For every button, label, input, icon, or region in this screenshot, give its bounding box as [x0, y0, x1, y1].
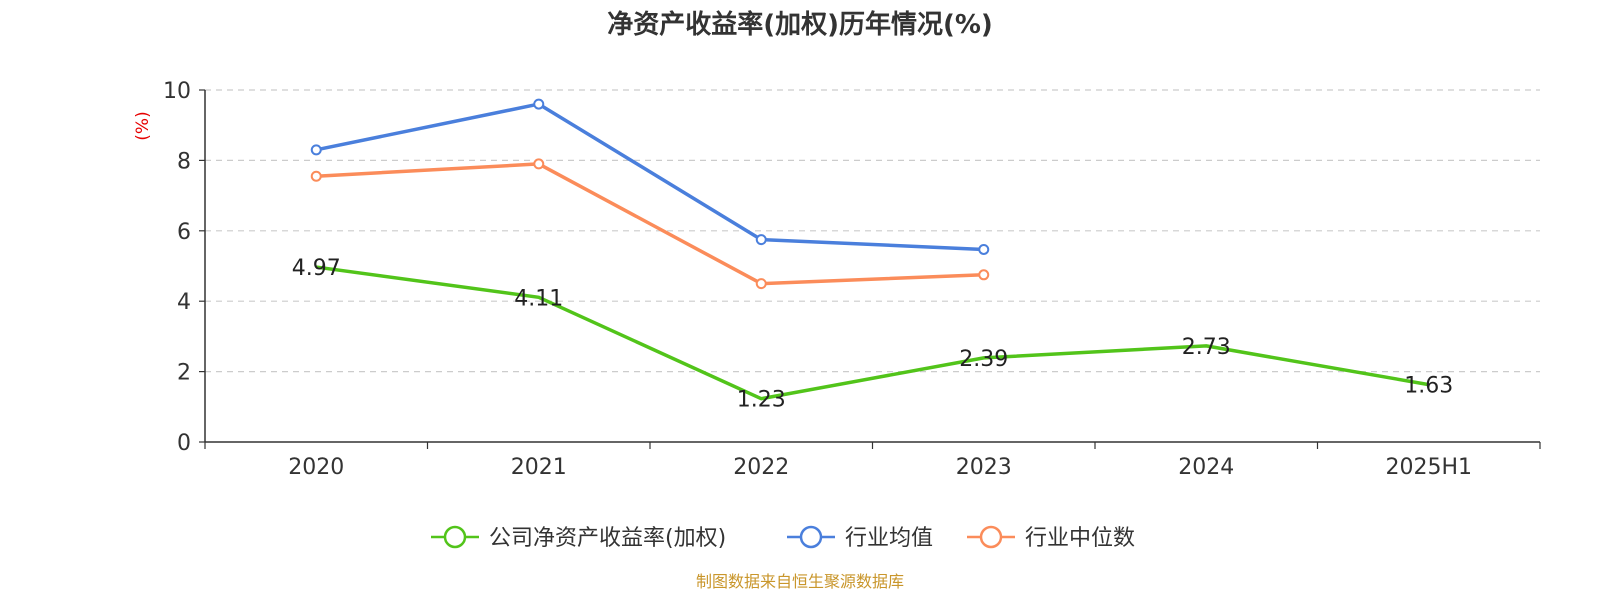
legend-item: 行业均值	[787, 525, 933, 551]
legend-marker	[443, 525, 467, 549]
x-tick-label: 2021	[511, 455, 567, 480]
y-axis-label: (%)	[133, 111, 153, 140]
y-tick-label: 4	[177, 290, 191, 315]
source-footer: 制图数据来自恒生聚源数据库	[695, 572, 904, 591]
legend-item: 公司净资产收益率(加权)	[431, 525, 726, 551]
data-point	[755, 234, 767, 246]
legend-label: 行业均值	[845, 526, 933, 551]
chart-title: 净资产收益率(加权)历年情况(%)	[607, 10, 993, 40]
series-line	[315, 102, 984, 252]
x-tick-label: 2023	[956, 455, 1012, 480]
data-point	[533, 158, 545, 170]
data-point	[533, 98, 545, 110]
axes: 0 2 4 6 8 10 (%) 2020 2021 2022 2023 2024 2025H1	[133, 79, 1541, 480]
legend-item: 行业中位数	[967, 525, 1135, 551]
data-label: 4.97	[292, 256, 341, 281]
series-line	[316, 265, 1430, 401]
x-tick-label: 2022	[733, 455, 789, 480]
x-tick-label: 2025H1	[1385, 455, 1472, 480]
data-point	[978, 269, 990, 281]
data-point	[978, 243, 990, 255]
data-point	[310, 170, 322, 182]
data-labels: 4.97 4.11 1.23 2.39 2.73 1.63	[292, 256, 1453, 413]
y-tick-label: 2	[177, 361, 191, 386]
data-label: 1.23	[737, 388, 786, 413]
data-label: 2.73	[1182, 335, 1231, 360]
y-tick-label: 6	[177, 220, 191, 245]
data-point	[755, 278, 767, 290]
series-line	[316, 162, 984, 286]
gridlines	[205, 89, 1540, 373]
y-tick-label: 8	[177, 149, 191, 174]
y-tick-label: 10	[163, 79, 191, 104]
legend-label: 行业中位数	[1025, 526, 1135, 551]
legend: 公司净资产收益率(加权) 行业均值 行业中位数	[431, 525, 1135, 551]
legend-marker	[799, 525, 823, 549]
data-label: 4.11	[514, 286, 563, 311]
x-tick-label: 2020	[288, 455, 344, 480]
legend-label: 公司净资产收益率(加权)	[489, 526, 726, 551]
data-point	[310, 144, 322, 156]
legend-marker	[979, 525, 1003, 549]
data-label: 2.39	[959, 347, 1008, 372]
series-lines	[310, 98, 1430, 401]
y-tick-label: 0	[177, 431, 191, 456]
x-tick-label: 2024	[1178, 455, 1234, 480]
data-label: 1.63	[1404, 374, 1453, 399]
